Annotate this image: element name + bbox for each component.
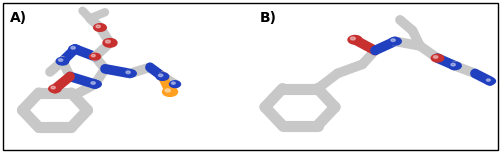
Circle shape [51, 86, 56, 89]
Circle shape [71, 47, 76, 49]
Circle shape [90, 53, 101, 60]
Circle shape [158, 74, 163, 77]
Circle shape [170, 81, 180, 88]
Circle shape [484, 78, 496, 84]
Circle shape [434, 56, 438, 58]
Circle shape [96, 25, 100, 28]
Circle shape [350, 37, 356, 40]
Circle shape [391, 39, 396, 41]
Circle shape [56, 57, 69, 65]
Circle shape [89, 80, 101, 88]
Circle shape [49, 85, 61, 93]
Circle shape [103, 39, 117, 47]
Circle shape [348, 35, 362, 44]
Circle shape [92, 54, 96, 57]
Circle shape [389, 37, 401, 45]
Circle shape [172, 82, 175, 84]
Circle shape [126, 71, 130, 74]
Circle shape [162, 87, 178, 96]
Text: B): B) [260, 11, 277, 25]
Circle shape [69, 45, 81, 53]
Circle shape [431, 54, 444, 62]
Circle shape [156, 73, 169, 80]
Circle shape [94, 24, 106, 31]
Circle shape [58, 59, 63, 61]
Circle shape [124, 70, 136, 77]
Circle shape [91, 82, 96, 84]
Circle shape [449, 62, 461, 70]
Circle shape [486, 79, 490, 81]
Circle shape [165, 89, 170, 92]
Text: A): A) [10, 11, 27, 25]
Circle shape [106, 40, 110, 43]
Circle shape [451, 63, 456, 66]
